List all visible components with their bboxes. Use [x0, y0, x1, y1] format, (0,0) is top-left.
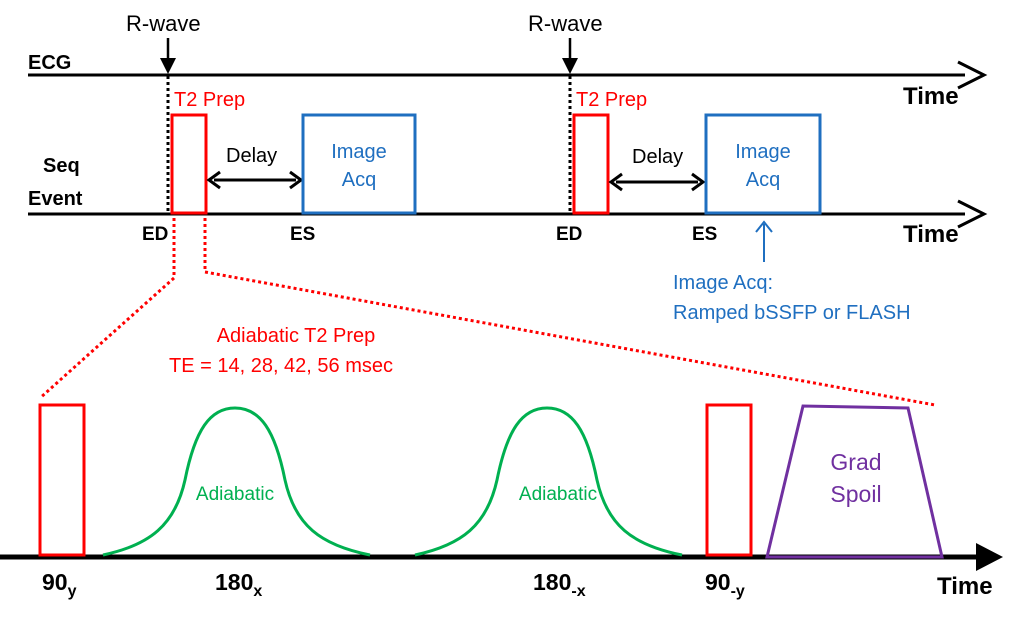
pulse-90y-block [38, 403, 86, 557]
image-acq-block-1 [301, 113, 417, 215]
prep-title-line1: Adiabatic T2 Prep [217, 325, 376, 347]
pulse-90-y-label: 90-y [705, 569, 745, 600]
t2prep-label-1: T2 Prep [174, 89, 245, 111]
pulse-90-y-block [705, 403, 753, 557]
rwave-arrowhead-2 [562, 58, 578, 74]
image-acq-text-2a: Image [735, 141, 791, 163]
acq-note-line2: Ramped bSSFP or FLASH [673, 302, 911, 324]
prep-title-line2: TE = 14, 28, 42, 56 msec [169, 355, 393, 377]
seq-time-label: Time [903, 221, 959, 248]
acq-note-line1: Image Acq: [673, 272, 773, 294]
zoom-line-right-diag [204, 270, 936, 407]
adiabatic-pulse-2 [414, 406, 683, 557]
seq-label-line2: Event [28, 188, 83, 210]
grad-spoil-line2: Spoil [830, 481, 881, 507]
adiabatic-label-2: Adiabatic [519, 484, 597, 505]
delay-arrowhead-left-1 [206, 170, 221, 190]
pulse-180x-label: 180x [215, 569, 262, 600]
t2prep-block-2 [572, 113, 610, 215]
seq-label-line1: Seq [43, 155, 80, 177]
delay-arrowhead-right-2 [691, 172, 706, 192]
grad-spoil-line1: Grad [830, 449, 881, 475]
grad-spoil-trapezoid [765, 404, 944, 559]
image-acq-text-2b: Acq [746, 169, 780, 191]
rwave-label-2: R-wave [528, 11, 603, 36]
es-label-2: ES [692, 224, 717, 245]
es-label-1: ES [290, 224, 315, 245]
pulse-90y-label: 90y [42, 569, 77, 600]
ecg-axis-arrowhead [957, 60, 988, 90]
rwave-label-1: R-wave [126, 11, 201, 36]
delay-arrowhead-right-1 [289, 170, 304, 190]
t2prep-block-1 [170, 113, 208, 215]
pulse-180-x-label: 180-x [533, 569, 586, 600]
zoom-line-left-diag [38, 276, 176, 400]
ecg-label: ECG [28, 52, 71, 74]
prep-time-label: Time [937, 573, 993, 600]
delay-label-1: Delay [226, 145, 277, 167]
ed-label-2: ED [556, 224, 582, 245]
delay-label-2: Delay [632, 146, 683, 168]
image-acq-block-2 [704, 113, 822, 215]
adiabatic-label-1: Adiabatic [196, 484, 274, 505]
delay-arrowhead-left-2 [608, 172, 623, 192]
seq-axis-arrowhead [957, 199, 988, 229]
rwave-arrowhead-1 [160, 58, 176, 74]
ed-label-1: ED [142, 224, 168, 245]
prep-axis-arrowhead [976, 543, 1003, 571]
t2prep-label-2: T2 Prep [576, 89, 647, 111]
image-acq-text-1a: Image [331, 141, 387, 163]
acq-note-arrowhead [755, 220, 773, 233]
adiabatic-pulse-1 [102, 406, 371, 557]
ecg-time-label: Time [903, 83, 959, 110]
image-acq-text-1b: Acq [342, 169, 376, 191]
